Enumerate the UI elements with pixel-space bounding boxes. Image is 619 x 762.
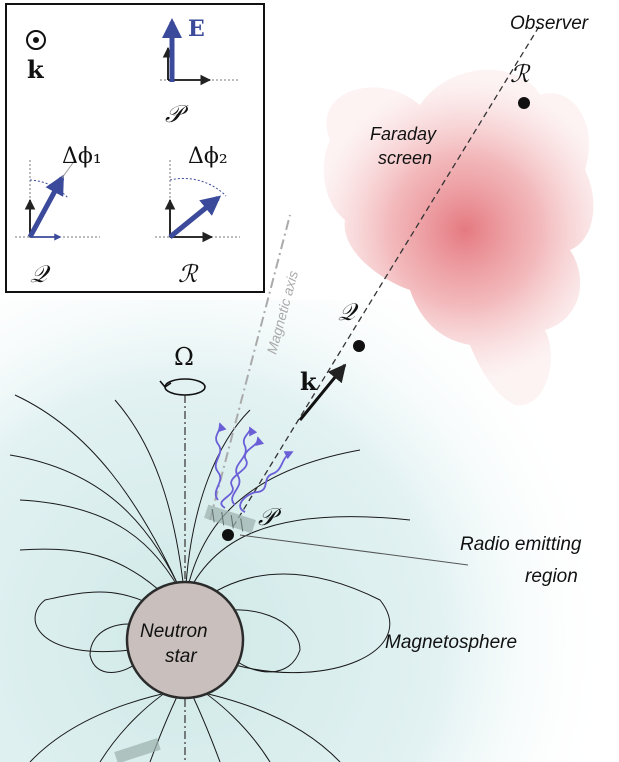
point-Q-label: 𝒬 [338, 298, 359, 326]
radio-emitting-region-patch [204, 504, 256, 534]
neutron-star-label-line2: star [165, 646, 197, 667]
inset-panel-Q [15, 159, 100, 241]
rotation-icon [159, 378, 206, 396]
radio-region-pointer [239, 534, 469, 566]
neutron-star-label-line1: Neutron [140, 621, 208, 642]
inset-Q-label: 𝒬 [30, 260, 51, 288]
polarization-inset: k E 𝒫 Δϕ₁ 𝒬 [5, 3, 265, 293]
point-Q-dot [353, 340, 365, 352]
faraday-screen-label-line2: screen [378, 148, 432, 168]
neutron-star [125, 580, 245, 700]
inset-panel-R [155, 160, 240, 243]
k-vector-arrow [298, 363, 347, 421]
inset-k-label: k [27, 55, 45, 84]
k-vector-label: k [300, 367, 318, 396]
point-R-label: ℛ [510, 60, 531, 88]
radio-region-label-line1: Radio emitting [460, 534, 582, 555]
omega-label: Ω [174, 343, 194, 371]
inset-dphi1-label: Δϕ₁ [62, 144, 102, 169]
radio-emitting-region-patch-bottom [114, 738, 161, 762]
inset-E-label: E [188, 16, 205, 42]
point-R-dot [518, 97, 530, 109]
faraday-screen-label-line1: Faraday [370, 124, 437, 144]
faraday-screen-cloud [323, 69, 594, 406]
magnetic-axis-line [209, 214, 291, 521]
point-P-dot [222, 529, 234, 541]
out-of-page-icon [26, 30, 46, 50]
out-of-page-dot [33, 37, 39, 43]
magnetosphere-label: Magnetosphere [385, 632, 517, 653]
inset-dphi2-label: Δϕ₂ [188, 144, 228, 169]
inset-panel-P [160, 18, 240, 86]
radio-region-label-line2: region [525, 566, 578, 587]
observer-label: Observer [510, 13, 589, 34]
inset-R-label: ℛ [178, 260, 199, 288]
emitted-waves [214, 422, 294, 513]
